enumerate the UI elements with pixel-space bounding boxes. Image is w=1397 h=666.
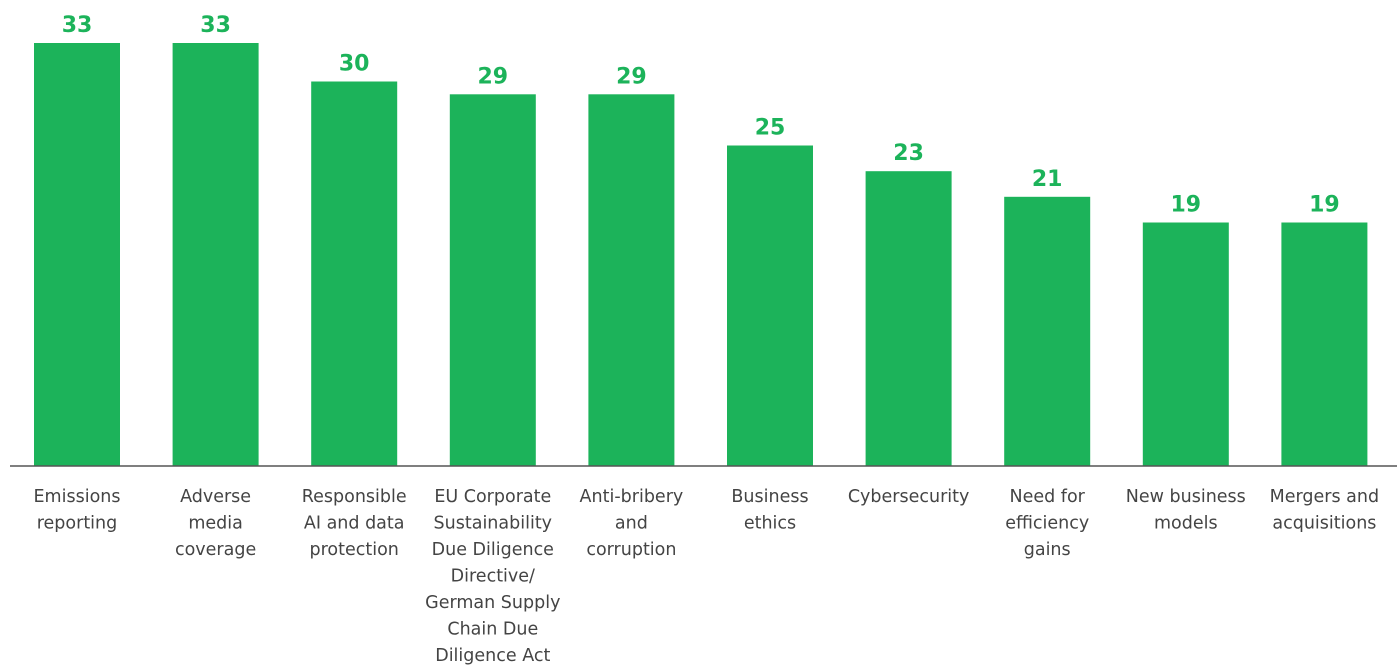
value-label-1: 33 bbox=[200, 13, 231, 38]
bars-group bbox=[34, 43, 1368, 467]
value-label-0: 33 bbox=[62, 13, 93, 38]
category-label-line: Business bbox=[731, 487, 808, 507]
category-label-line: gains bbox=[1024, 540, 1071, 560]
value-label-7: 21 bbox=[1032, 167, 1063, 192]
bar-4 bbox=[588, 94, 675, 467]
category-label-line: Need for bbox=[1010, 487, 1086, 507]
category-label-line: Anti-bribery bbox=[580, 487, 684, 507]
value-labels-group: 33 33 30 29 29 25 23 21 19 19 bbox=[62, 13, 1340, 218]
category-label-9: Mergers and acquisitions bbox=[1270, 487, 1379, 534]
category-label-2: Responsible AI and data protection bbox=[302, 487, 407, 560]
category-labels-group: Emissions reporting Adverse media coverage Re… bbox=[34, 487, 1380, 666]
value-label-8: 19 bbox=[1170, 193, 1201, 218]
value-label-2: 30 bbox=[339, 52, 370, 77]
category-label-line: models bbox=[1154, 514, 1218, 534]
category-label-line: AI and data bbox=[304, 514, 405, 534]
category-label-line: and bbox=[615, 514, 648, 534]
category-label-line: Mergers and bbox=[1270, 487, 1379, 507]
category-label-line: reporting bbox=[37, 514, 118, 534]
bar-9 bbox=[1281, 222, 1368, 466]
category-label-line: German Supply bbox=[425, 593, 560, 613]
bar-5 bbox=[727, 145, 813, 466]
category-label-3: EU Corporate Sustainability Due Diligence D… bbox=[425, 487, 560, 666]
category-label-7: Need for efficiency gains bbox=[1005, 487, 1089, 560]
value-label-6: 23 bbox=[893, 141, 924, 166]
category-label-line: efficiency bbox=[1005, 514, 1089, 534]
bar-8 bbox=[1142, 222, 1229, 466]
bar-1 bbox=[172, 43, 259, 466]
category-label-line: Diligence Act bbox=[435, 646, 550, 666]
category-label-6: Cybersecurity bbox=[848, 487, 970, 507]
category-label-5: Business ethics bbox=[731, 487, 808, 534]
category-label-line: Responsible bbox=[302, 487, 407, 507]
bar-2 bbox=[311, 81, 398, 466]
category-label-line: coverage bbox=[175, 540, 256, 560]
bar-3 bbox=[449, 94, 536, 467]
category-label-line: Adverse bbox=[180, 487, 251, 507]
category-label-line: ethics bbox=[744, 514, 796, 534]
category-label-line: Directive/ bbox=[451, 567, 535, 587]
value-label-3: 29 bbox=[477, 64, 508, 89]
value-label-4: 29 bbox=[616, 64, 647, 89]
bar-7 bbox=[1004, 196, 1091, 467]
category-label-line: media bbox=[188, 514, 243, 534]
value-label-9: 19 bbox=[1309, 193, 1340, 218]
category-label-line: Due Diligence bbox=[432, 540, 554, 560]
category-label-8: New business models bbox=[1126, 487, 1246, 534]
bar-0 bbox=[34, 43, 120, 466]
category-label-4: Anti-bribery and corruption bbox=[580, 487, 684, 560]
category-label-line: protection bbox=[309, 540, 398, 560]
category-label-line: corruption bbox=[586, 540, 676, 560]
category-label-1: Adverse media coverage bbox=[175, 487, 256, 560]
category-label-0: Emissions reporting bbox=[34, 487, 121, 534]
category-label-line: Sustainability bbox=[434, 514, 553, 534]
category-label-line: EU Corporate bbox=[434, 487, 551, 507]
category-label-line: acquisitions bbox=[1272, 514, 1376, 534]
category-label-line: Chain Due bbox=[447, 620, 538, 640]
category-label-line: New business bbox=[1126, 487, 1246, 507]
value-label-5: 25 bbox=[755, 116, 786, 141]
category-label-line: Cybersecurity bbox=[848, 487, 970, 507]
bar-6 bbox=[865, 171, 952, 466]
category-label-line: Emissions bbox=[34, 487, 121, 507]
